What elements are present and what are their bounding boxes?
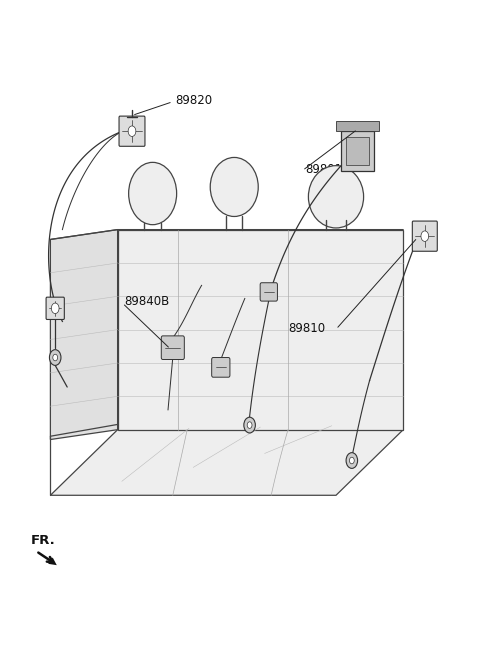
Text: 89801: 89801 — [305, 163, 342, 176]
FancyBboxPatch shape — [346, 137, 370, 165]
Polygon shape — [50, 430, 403, 495]
Ellipse shape — [210, 157, 258, 216]
Circle shape — [244, 417, 255, 433]
Polygon shape — [50, 230, 118, 440]
Text: FR.: FR. — [31, 534, 56, 547]
Text: 89820: 89820 — [175, 94, 212, 107]
Circle shape — [349, 457, 354, 464]
FancyBboxPatch shape — [412, 221, 437, 251]
FancyBboxPatch shape — [341, 131, 374, 171]
FancyBboxPatch shape — [46, 297, 64, 319]
Circle shape — [53, 354, 58, 361]
Ellipse shape — [308, 165, 364, 228]
Circle shape — [49, 350, 61, 365]
FancyBboxPatch shape — [161, 336, 184, 359]
Circle shape — [51, 303, 59, 314]
Circle shape — [421, 231, 429, 241]
Circle shape — [247, 422, 252, 428]
Polygon shape — [118, 230, 403, 430]
Ellipse shape — [129, 162, 177, 224]
FancyBboxPatch shape — [260, 283, 277, 301]
FancyBboxPatch shape — [212, 358, 230, 377]
Bar — [336, 121, 379, 131]
Text: 89810: 89810 — [288, 321, 325, 335]
FancyBboxPatch shape — [119, 116, 145, 146]
Circle shape — [128, 126, 136, 136]
Circle shape — [346, 453, 358, 468]
Text: 89840B: 89840B — [124, 295, 169, 308]
